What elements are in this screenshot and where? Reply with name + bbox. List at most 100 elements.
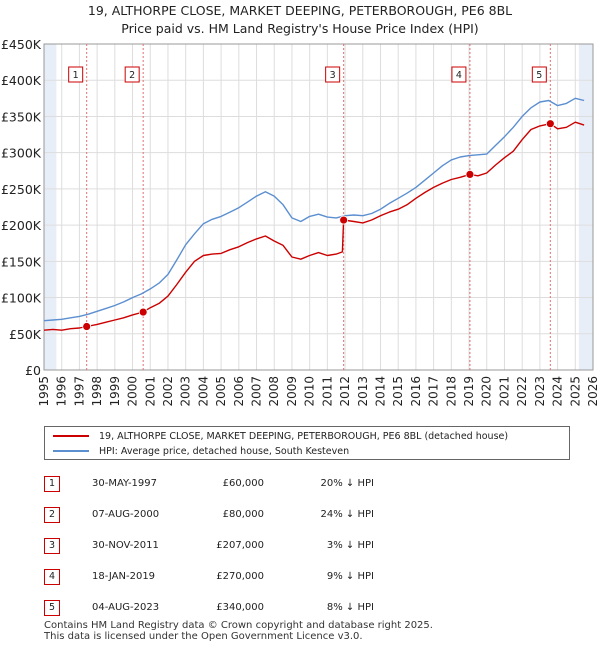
y-tick-label: £50K (9, 327, 42, 342)
sale-price: £80,000 (222, 509, 264, 520)
sale-point (465, 169, 475, 179)
sale-price: £60,000 (222, 478, 264, 489)
x-tick-label: 2022 (515, 376, 529, 407)
footer-copyright: Contains HM Land Registry data © Crown c… (44, 620, 433, 631)
sale-number-label: 4 (456, 70, 462, 81)
sale-number-badge: 4 (44, 569, 60, 585)
sale-point (339, 215, 349, 225)
sale-number-box (325, 66, 341, 83)
y-tick-label: £450K (1, 37, 42, 52)
sale-date: 30-MAY-1997 (92, 478, 158, 489)
x-tick-label: 2001 (143, 376, 157, 407)
sale-row: 5 04-AUG-2023 £340,000 8% ↓ HPI (44, 600, 404, 616)
sale-row: 3 30-NOV-2011 £207,000 3% ↓ HPI (44, 538, 404, 554)
sale-number-badge: 1 (44, 476, 60, 492)
x-tick-label: 1996 (55, 376, 69, 407)
x-tick-label: 2023 (533, 376, 547, 407)
x-tick-label: 1995 (37, 376, 51, 407)
x-tick-label: 1997 (72, 376, 86, 407)
x-tick-label: 2025 (568, 376, 582, 407)
x-tick-label: 2020 (480, 376, 494, 407)
x-tick-label: 2007 (250, 376, 264, 407)
sale-number-box (124, 66, 140, 83)
sale-hpi-diff: 8% ↓ HPI (326, 602, 374, 613)
price-series-line (43, 121, 585, 331)
sale-number-box (68, 66, 84, 83)
x-tick-label: 2021 (497, 376, 511, 407)
legend-label-hpi: HPI: Average price, detached house, Sout… (99, 445, 350, 457)
x-tick-label: 2005 (214, 376, 228, 407)
shaded-region (44, 44, 57, 370)
shaded-region (578, 44, 593, 370)
x-tick-label: 2024 (551, 376, 565, 407)
sale-number-box (531, 66, 547, 83)
sale-hpi-diff: 24% ↓ HPI (320, 509, 374, 520)
footer-licence: This data is licensed under the Open Gov… (44, 631, 363, 642)
x-tick-label: 2011 (320, 376, 334, 407)
sale-hpi-diff: 3% ↓ HPI (326, 540, 374, 551)
sale-point (82, 322, 92, 331)
legend: 19, ALTHORPE CLOSE, MARKET DEEPING, PETE… (44, 426, 570, 460)
legend-swatch-hpi (53, 450, 89, 452)
sale-row: 4 18-JAN-2019 £270,000 9% ↓ HPI (44, 569, 404, 585)
sale-date: 30-NOV-2011 (92, 540, 159, 551)
chart-title: 19, ALTHORPE CLOSE, MARKET DEEPING, PETE… (87, 3, 513, 18)
sale-price: £207,000 (216, 540, 264, 551)
y-tick-label: £350K (1, 109, 42, 124)
y-tick-label: £0 (25, 363, 41, 378)
y-tick-label: £150K (1, 254, 42, 269)
x-tick-label: 2000 (126, 376, 140, 407)
x-tick-label: 2019 (462, 376, 476, 407)
sale-date: 04-AUG-2023 (92, 602, 160, 613)
y-tick-label: £300K (1, 146, 42, 161)
sale-row: 1 30-MAY-1997 £60,000 20% ↓ HPI (44, 476, 404, 492)
sale-date: 18-JAN-2019 (92, 571, 156, 582)
x-tick-label: 2014 (373, 376, 387, 407)
sale-date: 07-AUG-2000 (92, 509, 160, 520)
sale-point (138, 307, 148, 317)
sale-number-label: 3 (330, 70, 336, 81)
price-chart: 1 2 3 4 5 £0 £50K £100K £150K £200K £250K £300K £350… (1, 37, 600, 407)
sale-hpi-diff: 9% ↓ HPI (326, 571, 374, 582)
sale-number-badge: 2 (44, 507, 60, 523)
x-tick-label: 2004 (196, 376, 210, 407)
x-tick-label: 2010 (303, 376, 317, 407)
x-tick-label: 2003 (179, 376, 193, 407)
legend-label-price: 19, ALTHORPE CLOSE, MARKET DEEPING, PETE… (99, 430, 509, 442)
sale-number-label: 5 (536, 70, 542, 81)
x-tick-label: 2013 (356, 376, 370, 407)
x-tick-label: 2016 (409, 376, 423, 407)
x-tick-label: 2012 (338, 376, 352, 407)
x-tick-label: 2017 (427, 376, 441, 407)
legend-item-hpi: HPI: Average price, detached house, Sout… (53, 444, 349, 458)
x-tick-label: 2026 (586, 376, 600, 407)
plot-frame (43, 43, 594, 371)
x-tick-label: 2002 (161, 376, 175, 407)
legend-item-price: 19, ALTHORPE CLOSE, MARKET DEEPING, PETE… (53, 429, 508, 443)
sale-hpi-diff: 20% ↓ HPI (320, 478, 374, 489)
footer: Contains HM Land Registry data © Crown c… (44, 620, 433, 642)
x-tick-label: 2009 (285, 376, 299, 407)
hpi-series-line (43, 97, 585, 322)
y-tick-label: £200K (1, 218, 42, 233)
sale-price: £270,000 (216, 571, 264, 582)
sale-number-box (451, 66, 467, 83)
x-tick-label: 2018 (444, 376, 458, 407)
sale-point (545, 119, 555, 129)
x-tick-label: 2006 (232, 376, 246, 407)
sale-number-label: 1 (73, 70, 79, 81)
sale-price: £340,000 (216, 602, 264, 613)
chart-subtitle: Price paid vs. HM Land Registry's House … (121, 21, 479, 36)
x-tick-label: 1998 (90, 376, 104, 407)
legend-swatch-price (53, 435, 89, 437)
sale-number-label: 2 (129, 70, 135, 81)
sale-row: 2 07-AUG-2000 £80,000 24% ↓ HPI (44, 507, 404, 523)
x-tick-label: 1999 (108, 376, 122, 407)
y-tick-label: £400K (1, 73, 42, 88)
y-tick-label: £100K (1, 291, 42, 306)
sale-number-badge: 3 (44, 538, 60, 554)
y-tick-label: £250K (1, 182, 42, 197)
x-tick-label: 2015 (391, 376, 405, 407)
sale-number-badge: 5 (44, 600, 60, 616)
x-tick-label: 2008 (267, 376, 281, 407)
